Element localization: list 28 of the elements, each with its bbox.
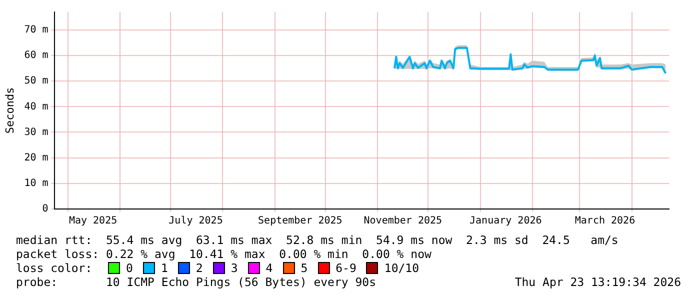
text: 10/10 xyxy=(384,261,420,275)
text: 0 xyxy=(126,261,133,275)
y-tick-label: 70 m xyxy=(24,24,48,36)
text: 2 xyxy=(196,261,203,275)
text: 4 xyxy=(266,261,273,275)
x-tick-label: January 2026 xyxy=(470,216,542,227)
text: 3 xyxy=(230,261,238,275)
y-axis-title: Seconds xyxy=(3,87,16,134)
y-tick-label: 40 m xyxy=(24,101,48,112)
text: loss color: xyxy=(16,261,94,275)
y-tick-label: 10 m xyxy=(24,178,48,190)
y-tick-label: 20 m xyxy=(24,152,48,164)
y-tick-label: 0 xyxy=(42,204,48,215)
x-tick-label: May 2025 xyxy=(68,216,118,227)
x-tick-label: November 2025 xyxy=(364,216,442,227)
x-tick-label: March 2026 xyxy=(574,216,636,227)
y-tick-label: 30 m xyxy=(24,126,48,138)
text: 6-9 xyxy=(336,261,356,275)
y-tick-label: 50 m xyxy=(24,76,48,87)
text: 5 xyxy=(300,261,308,275)
text: median rtt: 55.4 ms avg 63.1 ms max 52.8 ms min 54.9 ms now 2.3 ms sd 24.5 am/s xyxy=(16,233,620,247)
y-tick-label: 60 m xyxy=(24,50,48,62)
x-tick-label: July 2025 xyxy=(168,216,223,227)
x-tick-label: September 2025 xyxy=(258,216,342,227)
text: probe: 10 ICMP Echo Pings (56 Bytes) every 90s xyxy=(16,275,376,289)
text: 1 xyxy=(160,261,168,275)
text: Thu Apr 23 13:19:34 2026 xyxy=(514,275,681,289)
text: packet loss: 0.22 % avg 10.41 % max 0.00 % min 0.00 % now xyxy=(16,247,432,261)
